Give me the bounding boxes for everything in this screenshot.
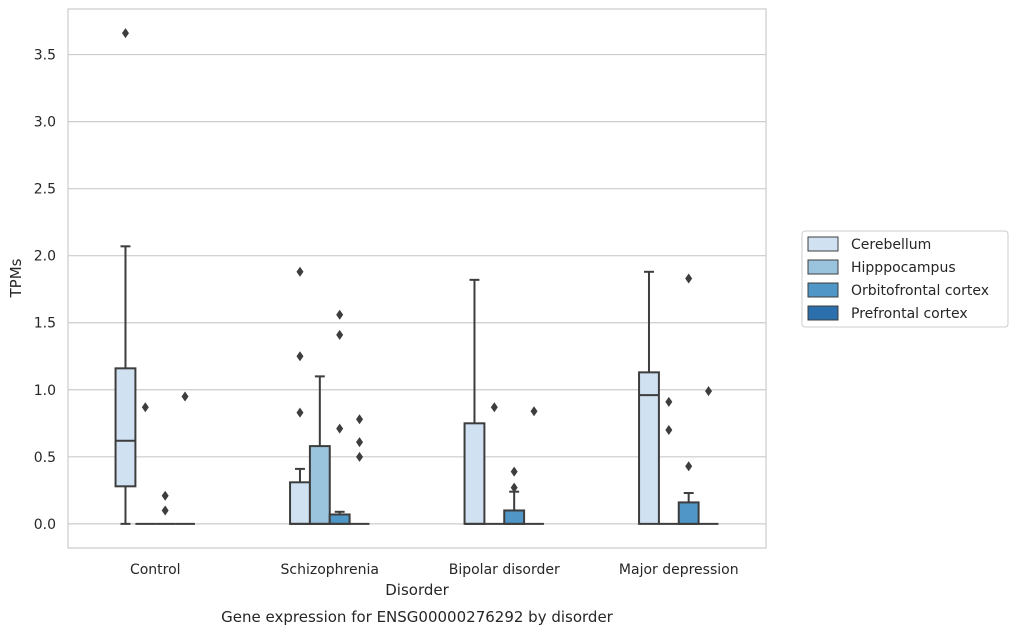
box-body bbox=[308, 445, 331, 525]
outlier-point bbox=[296, 351, 304, 362]
plot-frame bbox=[67, 8, 767, 549]
y-tick-label: 0.0 bbox=[34, 517, 56, 533]
y-tick-label: 1.0 bbox=[34, 383, 56, 399]
box-3-2 bbox=[677, 273, 700, 525]
box-0-1 bbox=[135, 402, 156, 525]
x-axis-title: Disorder bbox=[385, 581, 449, 599]
box-2-0 bbox=[463, 278, 486, 525]
box-3-1 bbox=[658, 396, 679, 525]
legend-swatch bbox=[807, 282, 839, 298]
outlier-point bbox=[336, 423, 344, 434]
x-tick-label: Schizophrenia bbox=[281, 562, 379, 578]
outlier-point bbox=[161, 505, 169, 516]
outlier-point bbox=[141, 402, 149, 413]
box-1-3 bbox=[349, 414, 370, 525]
legend-label: Orbitofrontal cortex bbox=[851, 283, 989, 299]
box-body bbox=[677, 501, 700, 525]
box-1-0 bbox=[289, 266, 311, 525]
outlier-point bbox=[665, 396, 673, 407]
box-body bbox=[328, 513, 351, 525]
y-tick-label: 3.0 bbox=[34, 115, 56, 131]
legend-swatch bbox=[807, 236, 839, 252]
box-body bbox=[503, 509, 526, 525]
box-0-2 bbox=[155, 490, 176, 525]
outlier-point bbox=[665, 425, 673, 436]
outlier-point bbox=[296, 266, 304, 277]
outlier-point bbox=[510, 482, 518, 493]
outlier-point bbox=[510, 466, 518, 477]
box-2-1 bbox=[484, 402, 505, 525]
x-tick-label: Bipolar disorder bbox=[449, 562, 560, 578]
outlier-point bbox=[336, 329, 344, 340]
outlier-point bbox=[336, 309, 344, 320]
box-2-2 bbox=[503, 466, 526, 525]
x-tick-labels: Control Schizophrenia Bipolar disorder Majo… bbox=[130, 562, 739, 578]
box-3-3 bbox=[698, 386, 719, 525]
y-tick-label: 2.0 bbox=[34, 249, 56, 265]
outlier-point bbox=[161, 490, 169, 501]
legend-frame bbox=[801, 230, 1009, 328]
x-tick-label: Control bbox=[130, 562, 181, 578]
box-1-2 bbox=[328, 309, 351, 525]
y-tick-label: 3.5 bbox=[34, 48, 56, 64]
gridlines bbox=[68, 53, 766, 525]
box-body bbox=[289, 481, 311, 525]
y-tick-labels: 0.0 0.5 1.0 1.5 2.0 2.5 3.0 3.5 bbox=[34, 48, 56, 533]
box-3-0 bbox=[638, 270, 660, 525]
outlier-point bbox=[356, 437, 364, 448]
outlier-point bbox=[685, 461, 693, 472]
legend-swatch bbox=[807, 305, 839, 321]
legend-label: Cerebellum bbox=[851, 237, 931, 253]
y-tick-label: 1.5 bbox=[34, 316, 56, 332]
y-tick-label: 0.5 bbox=[34, 450, 56, 466]
outlier-point bbox=[490, 402, 498, 413]
legend-swatch bbox=[807, 259, 839, 275]
legend-label: Prefrontal cortex bbox=[851, 306, 968, 322]
legend: Cerebellum Hipppocampus Orbitofrontal cort… bbox=[801, 230, 1009, 328]
legend-label: Hipppocampus bbox=[851, 260, 956, 276]
outlier-point bbox=[121, 28, 129, 39]
box-0-0 bbox=[114, 28, 137, 525]
chart-caption: Gene expression for ENSG00000276292 by d… bbox=[221, 608, 614, 626]
box-2-3 bbox=[524, 406, 544, 525]
outlier-point bbox=[356, 414, 364, 425]
box-body bbox=[638, 371, 660, 525]
outlier-point bbox=[705, 386, 713, 397]
y-axis-title: TPMs bbox=[7, 258, 25, 298]
box-0-3 bbox=[175, 391, 195, 525]
outlier-point bbox=[356, 451, 364, 462]
box-1-1 bbox=[308, 375, 331, 525]
box-body bbox=[463, 422, 486, 525]
outlier-point bbox=[685, 273, 693, 284]
outlier-point bbox=[530, 406, 538, 417]
outlier-point bbox=[181, 391, 189, 402]
y-tick-label: 2.5 bbox=[34, 182, 56, 198]
x-tick-label: Major depression bbox=[619, 562, 739, 578]
boxes bbox=[114, 28, 719, 525]
outlier-point bbox=[296, 407, 304, 418]
box-body bbox=[114, 367, 137, 488]
